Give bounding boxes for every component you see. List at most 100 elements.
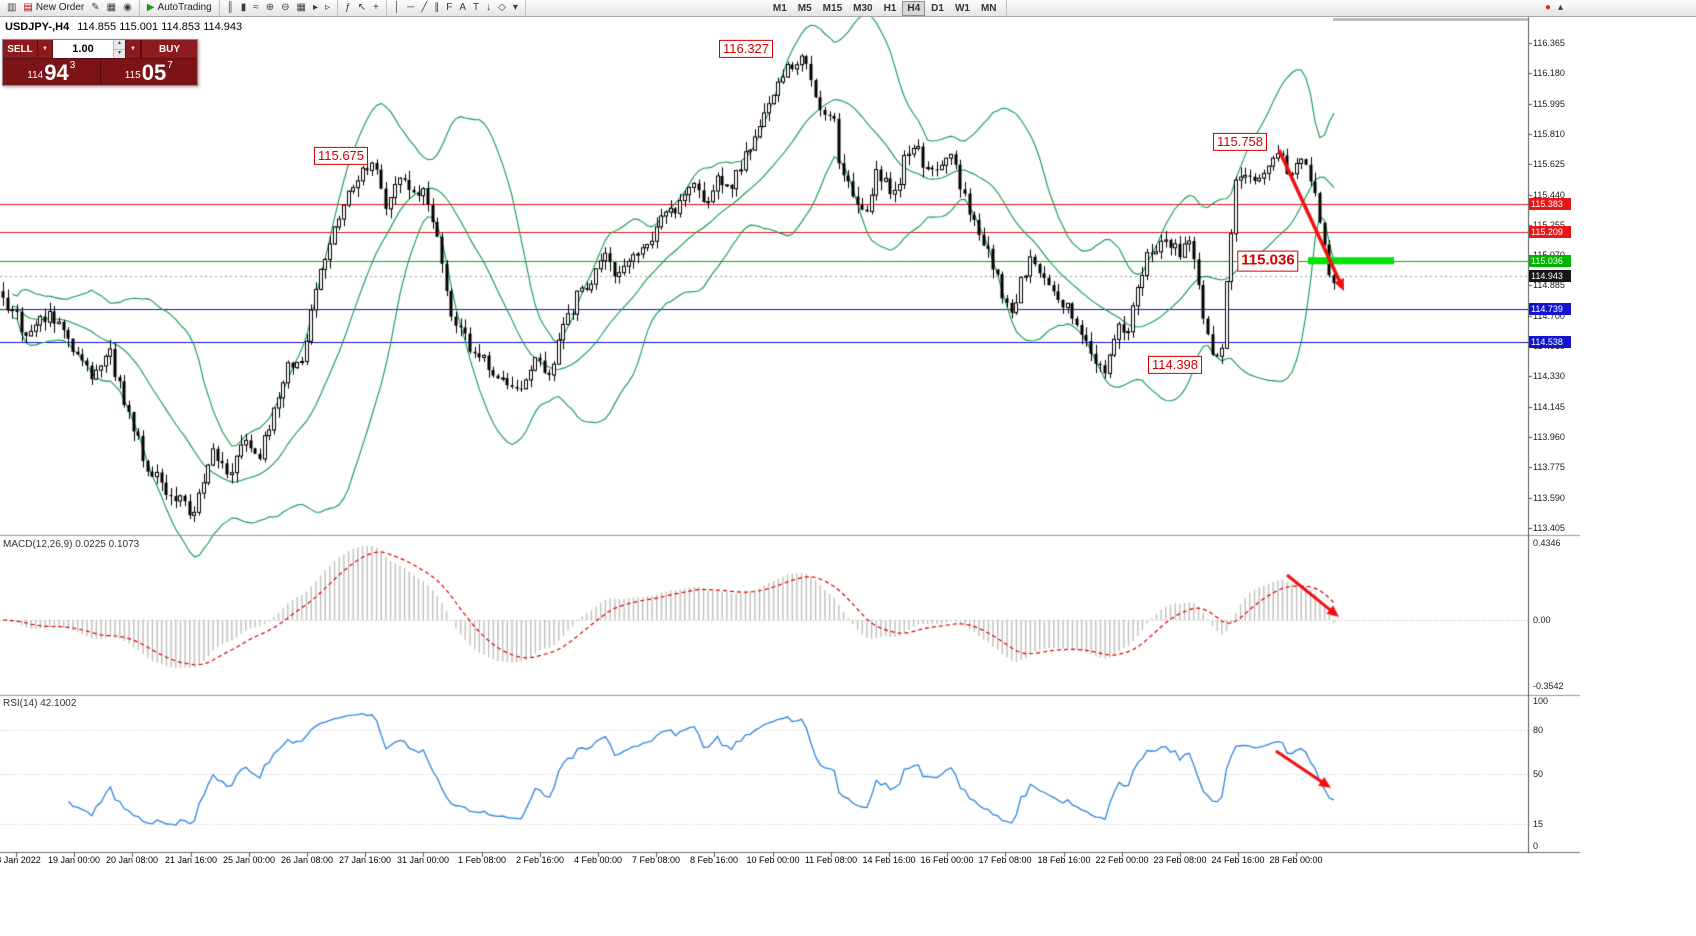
new-order-button[interactable]: ▤ New Order bbox=[20, 1, 87, 16]
new-order-icon: ▤ bbox=[23, 2, 33, 13]
tf-m15[interactable]: M15 bbox=[818, 1, 847, 16]
trendline-icon[interactable]: ╱ bbox=[418, 1, 430, 16]
horizontal-line-icon[interactable]: ─ bbox=[404, 1, 417, 16]
time-axis-label: 17 Feb 08:00 bbox=[978, 855, 1032, 865]
tf-h4[interactable]: H4 bbox=[902, 0, 926, 16]
cursor-icon[interactable]: ↖ bbox=[355, 1, 369, 16]
price-axis-label: 114.700 bbox=[1533, 311, 1565, 321]
time-axis-label: 20 Jan 08:00 bbox=[105, 855, 159, 865]
trade-controls-row: SELL ▼ ▲ ▼ ▼ BUY bbox=[3, 40, 197, 58]
time-axis-label: 25 Jan 00:00 bbox=[222, 855, 276, 865]
candlestick-mode-icon[interactable]: ▮ bbox=[238, 1, 250, 16]
shapes-icon[interactable]: ◇ bbox=[495, 1, 509, 16]
time-axis-label: 22 Feb 00:00 bbox=[1095, 855, 1149, 865]
zoom-in-icon[interactable]: ⊕ bbox=[263, 1, 277, 16]
time-axis-label: 26 Jan 08:00 bbox=[280, 855, 334, 865]
vertical-line-icon[interactable]: │ bbox=[391, 1, 403, 16]
time-axis-label: 14 Feb 16:00 bbox=[862, 855, 916, 865]
time-axis-label: 24 Feb 16:00 bbox=[1211, 855, 1265, 865]
price-annotation[interactable]: 115.036 bbox=[1237, 250, 1299, 272]
crosshair-icon[interactable]: + bbox=[370, 1, 382, 16]
time-axis-label: 16 Feb 00:00 bbox=[920, 855, 974, 865]
one-click-trading-panel: SELL ▼ ▲ ▼ ▼ BUY 114 94 3 bbox=[2, 39, 198, 86]
time-axis-label: 2 Feb 16:00 bbox=[515, 855, 565, 865]
tf-w1[interactable]: W1 bbox=[950, 1, 975, 16]
notifications-icon[interactable]: ● bbox=[1542, 1, 1554, 16]
volume-down-button[interactable]: ▼ bbox=[114, 49, 125, 58]
price-annotation[interactable]: 115.758 bbox=[1212, 132, 1268, 152]
chart-scrollbar[interactable] bbox=[1333, 18, 1528, 21]
volume-input[interactable] bbox=[53, 40, 113, 58]
time-axis-label: 27 Jan 16:00 bbox=[338, 855, 392, 865]
channel-icon[interactable]: ∥ bbox=[431, 1, 442, 16]
price-level-tag: 115.036 bbox=[1529, 255, 1571, 267]
tf-m1[interactable]: M1 bbox=[768, 1, 792, 16]
market-watch-icon[interactable]: ▦ bbox=[104, 1, 119, 16]
current-price-tag: 114.943 bbox=[1529, 270, 1571, 282]
tf-mn[interactable]: MN bbox=[976, 1, 1002, 16]
zoom-out-icon[interactable]: ⊖ bbox=[278, 1, 292, 16]
info-icon[interactable]: ◉ bbox=[120, 1, 135, 16]
price-axis-label: 115.255 bbox=[1533, 220, 1565, 230]
macd-label: MACD(12,26,9) 0.0225 0.1073 bbox=[3, 539, 140, 550]
autotrading-button[interactable]: ▶ AutoTrading bbox=[144, 1, 215, 16]
chart-symbol-period: USDJPY-,H4 bbox=[5, 21, 70, 33]
text-icon[interactable]: A bbox=[456, 1, 469, 16]
bar-chart-mode-icon[interactable]: ║ bbox=[224, 1, 237, 16]
toolbar-g-tools: ƒ ↖ + bbox=[338, 0, 387, 16]
toolbar-g-auto: ▶ AutoTrading bbox=[140, 0, 220, 16]
volume-field: ▲ ▼ bbox=[53, 40, 126, 58]
rsi-label: RSI(14) 42.1002 bbox=[3, 698, 77, 709]
tf-h1[interactable]: H1 bbox=[879, 1, 902, 16]
time-axis-label: 18 Feb 16:00 bbox=[1037, 855, 1091, 865]
new-chart-icon[interactable]: ▥ bbox=[4, 1, 19, 16]
volume-up-button[interactable]: ▲ bbox=[114, 40, 125, 50]
indicators-icon[interactable]: ƒ bbox=[342, 1, 354, 16]
price-divider bbox=[99, 59, 101, 85]
chart-shift-icon[interactable]: ▹ bbox=[322, 1, 333, 16]
price-axis-label: 115.810 bbox=[1533, 129, 1565, 139]
price-annotation[interactable]: 116.327 bbox=[718, 39, 774, 59]
label-icon[interactable]: T bbox=[470, 1, 482, 16]
price-axis-label: 116.365 bbox=[1533, 38, 1565, 48]
price-axis-label: 114.885 bbox=[1533, 280, 1565, 290]
price-level-tag: 115.383 bbox=[1529, 198, 1571, 210]
metaeditor-icon[interactable]: ✎ bbox=[88, 1, 102, 16]
tile-windows-icon[interactable]: ▦ bbox=[294, 1, 309, 16]
line-chart-mode-icon[interactable]: ≈ bbox=[250, 1, 262, 16]
fibonacci-icon[interactable]: F bbox=[443, 1, 455, 16]
toolbar-g-draw: │ ─ ╱ ∥ F A T ↓ ◇ ▾ bbox=[387, 0, 526, 16]
time-axis-label: 11 Feb 08:00 bbox=[804, 855, 858, 865]
time-axis-label: 28 Feb 00:00 bbox=[1269, 855, 1323, 865]
tf-d1[interactable]: D1 bbox=[926, 1, 949, 16]
price-axis-label: 114.330 bbox=[1533, 371, 1565, 381]
collapse-toolbar-icon[interactable]: ▴ bbox=[1555, 1, 1566, 16]
price-axis-label: 116.180 bbox=[1533, 68, 1565, 78]
toolbar-g-chartmode: ║ ▮ ≈ ⊕ ⊖ ▦ ▸ ▹ bbox=[220, 0, 339, 16]
sell-options-dropdown[interactable]: ▼ bbox=[38, 40, 53, 58]
buy-button[interactable]: BUY bbox=[141, 40, 197, 58]
rsi-scale-label: 80 bbox=[1533, 725, 1544, 735]
tf-m30[interactable]: M30 bbox=[848, 1, 877, 16]
sell-button[interactable]: SELL bbox=[3, 40, 38, 58]
price-annotation[interactable]: 114.398 bbox=[1147, 355, 1203, 375]
draw-more-icon[interactable]: ▾ bbox=[510, 1, 521, 16]
sell-price-display[interactable]: 114 94 3 bbox=[3, 59, 100, 85]
time-axis-label: 23 Feb 08:00 bbox=[1153, 855, 1207, 865]
time-axis-label: 18 Jan 2022 bbox=[0, 855, 41, 865]
price-axis-label: 113.775 bbox=[1533, 462, 1565, 472]
time-axis-label: 8 Feb 16:00 bbox=[689, 855, 739, 865]
buy-price-display[interactable]: 115 05 7 bbox=[101, 59, 198, 85]
arrows-tool-icon[interactable]: ↓ bbox=[483, 1, 494, 16]
auto-scroll-icon[interactable]: ▸ bbox=[310, 1, 321, 16]
price-level-tag: 114.739 bbox=[1529, 303, 1571, 315]
tf-m5[interactable]: M5 bbox=[793, 1, 817, 16]
toolbar: ▥ ▤ New Order ✎ ▦ ◉ ▶ AutoTrading ║ ▮ ≈ ⊕ ⊖ ▦ ▸ ▹ ƒ ↖ + │ ─ ╱… bbox=[0, 0, 1696, 17]
toolbar-g-file: ▥ ▤ New Order ✎ ▦ ◉ bbox=[0, 0, 140, 16]
rsi-scale-label: 15 bbox=[1533, 819, 1544, 829]
price-annotation[interactable]: 115.675 bbox=[313, 146, 369, 166]
buy-price-pip: 7 bbox=[167, 60, 173, 71]
buy-options-dropdown[interactable]: ▼ bbox=[126, 40, 141, 58]
time-axis-label: 4 Feb 00:00 bbox=[573, 855, 623, 865]
